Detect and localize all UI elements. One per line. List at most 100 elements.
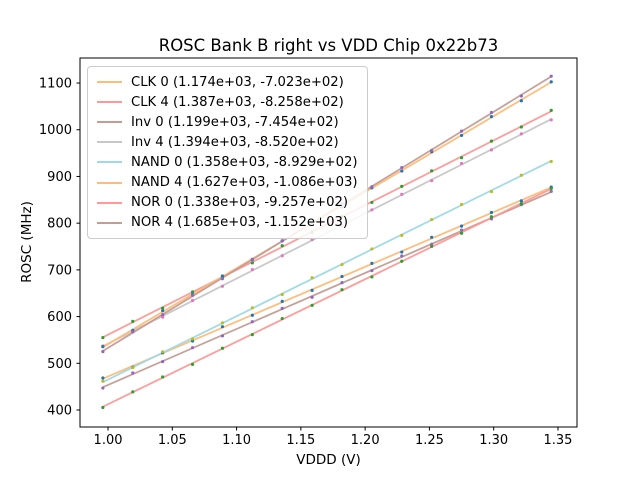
- data-point-NOR-0: [340, 288, 344, 292]
- data-point-NOR-0: [101, 405, 105, 410]
- data-point-CLK-0: [310, 288, 314, 292]
- data-point-CLK-4: [430, 169, 434, 173]
- legend-entry-label: CLK 4 (1.387e+03, -8.258e+02): [131, 94, 344, 110]
- data-point-Inv-4: [250, 267, 254, 272]
- series-line-NOR-0: [101, 187, 553, 408]
- legend-entry-label: CLK 0 (1.174e+03, -7.023e+02): [131, 74, 344, 90]
- data-point-NOR-0: [250, 333, 254, 337]
- data-point-Inv-4: [220, 284, 225, 288]
- data-point-Inv-4: [549, 118, 553, 122]
- data-point-NOR-4: [190, 293, 195, 297]
- legend-line-sample: [97, 161, 122, 164]
- data-point-CLK-4: [489, 139, 494, 143]
- data-point-CLK-0: [519, 199, 523, 203]
- series-line-CLK-0: [101, 186, 553, 380]
- x-tick-label: 1.10: [222, 433, 251, 448]
- legend-line-sample: [97, 101, 122, 104]
- legend-entry-label: NOR 0 (1.338e+03, -9.257e+02): [131, 195, 349, 211]
- x-tick-label: 1.00: [94, 433, 123, 448]
- chart-title: ROSC Bank B right vs VDD Chip 0x22b73: [158, 36, 499, 55]
- legend-entry: NAND 4 (1.627e+03, -1.086e+03): [97, 172, 359, 192]
- data-point-Inv-0: [250, 320, 254, 324]
- data-point-NOR-0: [459, 231, 464, 235]
- data-point-NAND-4: [400, 169, 404, 173]
- data-point-Inv-0: [131, 371, 135, 375]
- data-point-Inv-0: [340, 281, 344, 285]
- data-point-Inv-0: [310, 295, 314, 299]
- data-point-Inv-4: [370, 208, 374, 212]
- data-point-NAND-4: [459, 133, 464, 138]
- data-point-CLK-0: [489, 210, 494, 215]
- legend-line-sample: [97, 201, 122, 204]
- data-point-Inv-0: [280, 306, 284, 310]
- data-point-NAND-0: [250, 306, 254, 310]
- data-point-NOR-4: [549, 74, 553, 78]
- data-point-NOR-0: [190, 362, 195, 366]
- x-tick-label: 1.05: [158, 433, 187, 448]
- data-point-Inv-0: [220, 334, 225, 338]
- data-point-NAND-0: [340, 262, 344, 267]
- data-point-NOR-0: [430, 244, 434, 248]
- data-point-Inv-4: [400, 192, 404, 196]
- data-point-NAND-4: [549, 80, 553, 84]
- x-tick-label: 1.25: [415, 433, 444, 448]
- data-point-NAND-0: [310, 276, 314, 280]
- data-point-Inv-4: [280, 254, 284, 258]
- data-point-CLK-0: [430, 235, 434, 239]
- legend-entry: NOR 4 (1.685e+03, -1.152e+03): [97, 213, 359, 233]
- legend-line-sample: [97, 81, 122, 84]
- data-point-NAND-4: [161, 309, 165, 313]
- data-point-NAND-0: [519, 173, 523, 177]
- data-point-CLK-0: [459, 224, 464, 228]
- data-point-CLK-4: [101, 335, 105, 340]
- data-point-Inv-0: [400, 254, 404, 258]
- legend-line-sample: [97, 121, 122, 124]
- y-tick-label: 800: [47, 217, 72, 232]
- data-point-NOR-0: [220, 346, 225, 350]
- data-point-NAND-0: [370, 247, 374, 251]
- series-line-NAND-0: [101, 160, 553, 384]
- data-point-CLK-0: [340, 274, 344, 279]
- legend-entry-label: NAND 4 (1.627e+03, -1.086e+03): [131, 175, 358, 191]
- data-point-CLK-4: [280, 244, 284, 248]
- data-point-NAND-0: [430, 217, 434, 222]
- data-point-NAND-0: [101, 379, 105, 383]
- data-point-NAND-0: [131, 366, 135, 370]
- legend: CLK 0 (1.174e+03, -7.023e+02) CLK 4 (1.38…: [87, 66, 368, 239]
- data-point-NOR-4: [280, 239, 284, 243]
- y-tick-label: 500: [47, 357, 72, 372]
- plot-border: [79, 57, 578, 428]
- data-point-NOR-0: [280, 316, 284, 321]
- data-point-Inv-4: [430, 178, 434, 183]
- data-point-NAND-0: [459, 202, 464, 207]
- y-tick-label: 1000: [39, 123, 72, 138]
- data-point-NOR-0: [549, 186, 553, 190]
- data-point-NAND-4: [519, 99, 523, 103]
- data-point-Inv-4: [519, 132, 523, 136]
- data-point-NOR-4: [220, 277, 225, 281]
- data-point-CLK-4: [190, 290, 195, 294]
- data-point-NOR-4: [370, 185, 374, 189]
- data-point-NAND-0: [400, 233, 404, 237]
- data-point-CLK-4: [161, 306, 165, 310]
- data-point-CLK-0: [101, 376, 105, 380]
- data-point-NOR-0: [131, 390, 135, 394]
- legend-entry: Inv 0 (1.199e+03, -7.454e+02): [97, 112, 359, 132]
- data-point-NAND-4: [220, 274, 225, 278]
- x-tick-label: 1.30: [479, 433, 508, 448]
- legend-entry-label: NOR 4 (1.685e+03, -1.152e+03): [131, 215, 349, 231]
- data-point-CLK-4: [250, 261, 254, 265]
- data-point-NOR-0: [519, 202, 523, 206]
- data-point-NOR-4: [131, 330, 135, 334]
- y-tick-label: 600: [47, 310, 72, 325]
- data-point-NAND-4: [489, 115, 494, 119]
- data-point-NAND-0: [161, 350, 165, 354]
- data-point-NOR-4: [489, 110, 494, 115]
- data-point-Inv-0: [190, 346, 195, 350]
- data-point-NOR-0: [161, 375, 165, 379]
- data-point-CLK-4: [519, 125, 523, 129]
- legend-entry: NAND 0 (1.358e+03, -8.929e+02): [97, 152, 359, 172]
- data-point-CLK-0: [400, 250, 404, 254]
- legend-entry-label: Inv 4 (1.394e+03, -8.520e+02): [131, 134, 339, 150]
- data-point-CLK-4: [400, 184, 404, 188]
